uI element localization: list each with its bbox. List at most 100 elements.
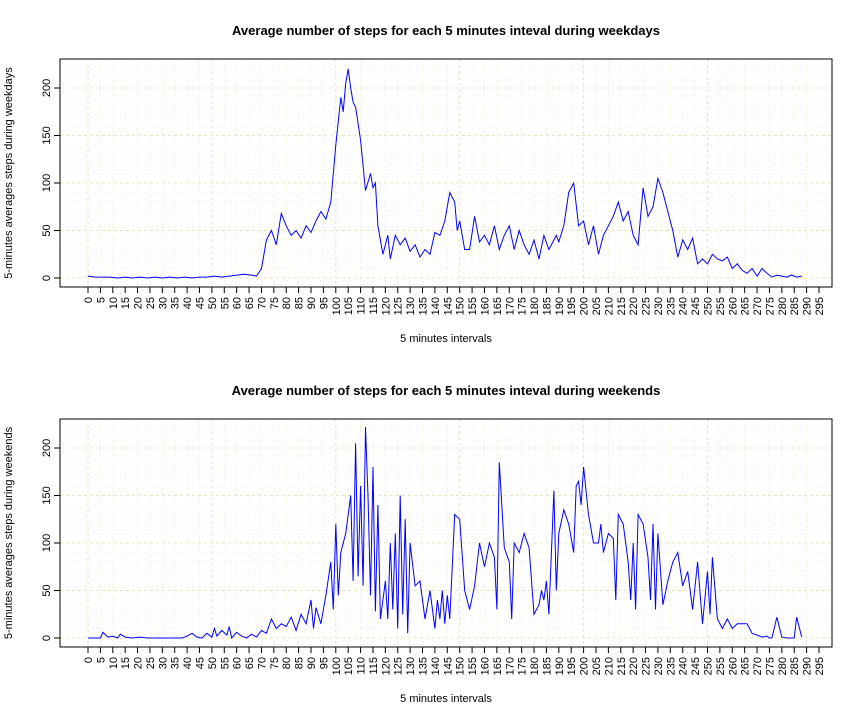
y-tick-label: 0 (41, 275, 53, 281)
x-tick-label: 275 (764, 297, 776, 315)
x-tick-label: 210 (603, 657, 615, 675)
x-tick-label: 0 (83, 297, 95, 303)
x-tick-label: 135 (418, 297, 430, 315)
x-tick-label: 115 (368, 297, 380, 315)
x-tick-label: 200 (579, 657, 591, 675)
x-tick-label: 185 (541, 657, 553, 675)
x-tick-label: 250 (702, 657, 714, 675)
x-tick-label: 195 (566, 657, 578, 675)
x-tick-label: 165 (492, 297, 504, 315)
y-tick-label: 150 (41, 126, 53, 144)
x-tick-label: 65 (244, 297, 256, 309)
x-tick-label: 65 (244, 657, 256, 669)
x-axis: 0 5 10 15 20 25 30 35 40 45 50 55 60 65 70 75 80 85 90 95 10… (83, 646, 826, 675)
x-tick-label: 170 (504, 657, 516, 675)
x-tick-label: 270 (752, 657, 764, 675)
x-tick-label: 15 (120, 297, 132, 309)
x-tick-label: 100 (331, 657, 343, 675)
x-tick-label: 175 (517, 657, 529, 675)
x-tick-label: 125 (393, 297, 405, 315)
x-tick-label: 10 (108, 297, 120, 309)
x-tick-label: 125 (393, 657, 405, 675)
x-tick-label: 255 (715, 657, 727, 675)
x-tick-label: 135 (418, 657, 430, 675)
x-tick-label: 70 (256, 297, 268, 309)
x-tick-label: 115 (368, 657, 380, 675)
x-tick-label: 290 (802, 297, 814, 315)
x-tick-label: 210 (603, 297, 615, 315)
x-tick-label: 260 (727, 297, 739, 315)
x-tick-label: 5 (95, 297, 107, 303)
x-tick-label: 290 (802, 657, 814, 675)
x-tick-label: 280 (777, 657, 789, 675)
x-tick-label: 235 (665, 297, 677, 315)
x-tick-label: 215 (616, 297, 628, 315)
x-tick-label: 250 (702, 297, 714, 315)
x-tick-label: 55 (219, 657, 231, 669)
x-tick-label: 145 (442, 297, 454, 315)
x-tick-label: 275 (764, 657, 776, 675)
x-tick-label: 25 (145, 657, 157, 669)
x-tick-label: 220 (628, 657, 640, 675)
x-tick-label: 220 (628, 297, 640, 315)
x-tick-label: 230 (653, 297, 665, 315)
x-tick-label: 205 (591, 657, 603, 675)
x-tick-label: 200 (579, 297, 591, 315)
x-tick-label: 75 (269, 657, 281, 669)
x-tick-label: 195 (566, 297, 578, 315)
y-tick-label: 100 (41, 534, 53, 552)
x-tick-label: 0 (83, 657, 95, 663)
x-tick-label: 85 (294, 297, 306, 309)
weekends-chart: Average number of steps for each 5 minut… (3, 383, 833, 705)
y-tick-label: 100 (41, 174, 53, 192)
x-tick-label: 295 (814, 297, 826, 315)
x-tick-label: 95 (318, 657, 330, 669)
x-tick-label: 20 (133, 657, 145, 669)
y-axis: 0 50 100 150 200 (41, 79, 61, 281)
x-tick-label: 15 (120, 657, 132, 669)
x-tick-label: 40 (182, 297, 194, 309)
x-tick-label: 10 (108, 657, 120, 669)
y-axis-label: 5-minutes averages steps during weekdays (3, 67, 15, 279)
x-tick-label: 130 (405, 297, 417, 315)
x-axis: 0 5 10 15 20 25 30 35 40 45 50 55 60 65 70 75 80 85 90 95 10… (83, 286, 826, 315)
y-tick-label: 50 (41, 584, 53, 596)
x-tick-label: 295 (814, 657, 826, 675)
x-tick-label: 225 (641, 657, 653, 675)
y-tick-label: 0 (41, 635, 53, 641)
x-tick-label: 90 (306, 657, 318, 669)
x-tick-label: 20 (133, 297, 145, 309)
x-tick-label: 240 (678, 297, 690, 315)
x-tick-label: 255 (715, 297, 727, 315)
x-tick-label: 145 (442, 657, 454, 675)
x-tick-label: 230 (653, 657, 665, 675)
series-line (87, 68, 802, 279)
x-tick-label: 150 (455, 297, 467, 315)
x-tick-label: 50 (207, 657, 219, 669)
x-tick-label: 240 (678, 657, 690, 675)
x-tick-label: 60 (232, 657, 244, 669)
x-tick-label: 55 (219, 297, 231, 309)
x-tick-label: 70 (256, 657, 268, 669)
x-tick-label: 5 (95, 657, 107, 663)
x-tick-label: 170 (504, 297, 516, 315)
x-tick-label: 100 (331, 297, 343, 315)
x-tick-label: 80 (281, 297, 293, 309)
x-tick-label: 265 (740, 657, 752, 675)
chart-title: Average number of steps for each 5 minut… (232, 383, 661, 398)
x-tick-label: 120 (380, 297, 392, 315)
y-tick-label: 150 (41, 486, 53, 504)
x-tick-label: 40 (182, 657, 194, 669)
plot-frame (59, 58, 833, 288)
x-tick-label: 215 (616, 657, 628, 675)
x-tick-label: 235 (665, 657, 677, 675)
x-tick-label: 190 (554, 657, 566, 675)
x-tick-label: 35 (170, 297, 182, 309)
x-tick-label: 205 (591, 297, 603, 315)
y-axis: 0 50 100 150 200 (41, 439, 61, 641)
x-axis-label: 5 minutes intervals (400, 333, 492, 345)
grid (60, 59, 832, 287)
x-tick-label: 110 (356, 657, 368, 675)
x-axis-label: 5 minutes intervals (400, 693, 492, 705)
x-tick-label: 45 (195, 297, 207, 309)
